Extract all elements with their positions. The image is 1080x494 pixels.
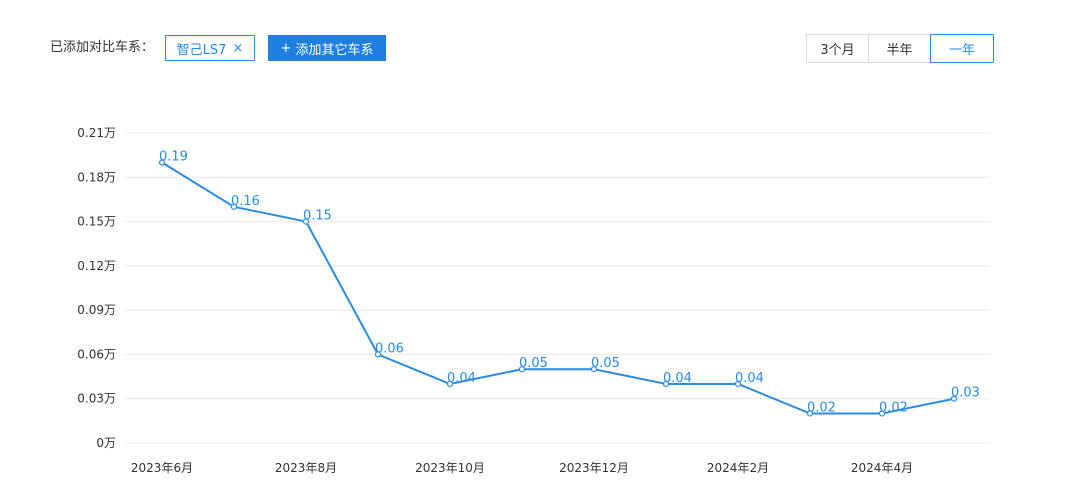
data-point[interactable] — [302, 218, 310, 225]
range-half-year-label: 半年 — [886, 43, 913, 58]
range-one-year-label: 一年 — [948, 43, 975, 58]
data-label: 0.16 — [231, 194, 260, 209]
range-one-year-button[interactable]: 一年 — [930, 34, 994, 63]
y-tick-label: 0.09万 — [77, 303, 116, 317]
toolbar: 已添加对比车系： 智己LS7 × + 添加其它车系 3个月 半年 一年 — [0, 0, 1080, 80]
data-point[interactable] — [950, 395, 958, 402]
x-tick-label: 2024年4月 — [851, 461, 913, 475]
data-label: 0.05 — [591, 356, 620, 371]
data-point[interactable] — [734, 380, 742, 388]
data-point[interactable] — [590, 366, 598, 373]
data-point[interactable] — [230, 203, 238, 210]
data-labels: 0.19 0.16 0.15 0.06 0.04 0.05 0.05 0.04 0.04 0.02… — [159, 150, 980, 416]
y-tick-label: 0.03万 — [77, 392, 116, 406]
y-axis: 0万 0.03万 0.06万 0.09万 0.12万 0.15万 0.18万 0.21万 — [77, 126, 116, 450]
range-3-months-label: 3个月 — [820, 43, 855, 58]
data-label: 0.03 — [951, 386, 980, 401]
data-label: 0.19 — [159, 150, 188, 165]
y-tick-label: 0.15万 — [77, 215, 116, 229]
x-tick-label: 2023年10月 — [415, 461, 485, 475]
x-tick-label: 2023年8月 — [275, 461, 337, 475]
chart-grid — [125, 132, 990, 444]
data-label: 0.06 — [375, 341, 404, 356]
y-tick-label: 0.12万 — [77, 259, 116, 273]
series-tag-label: 智己LS7 — [176, 42, 227, 58]
range-half-year-button[interactable]: 半年 — [868, 34, 931, 63]
x-tick-label: 2024年2月 — [707, 461, 769, 475]
data-label: 0.02 — [879, 400, 908, 415]
y-tick-label: 0.06万 — [77, 347, 116, 361]
data-label: 0.05 — [519, 356, 548, 371]
x-axis: 2023年6月 2023年8月 2023年10月 2023年12月 2024年2月 202… — [131, 461, 913, 475]
y-tick-label: 0万 — [96, 436, 116, 450]
data-point[interactable] — [878, 410, 886, 417]
x-tick-label: 2023年12月 — [559, 461, 629, 475]
data-label: 0.02 — [807, 400, 836, 415]
series-line — [161, 161, 955, 415]
time-range-selector: 3个月 半年 一年 — [806, 34, 994, 63]
data-point[interactable] — [158, 159, 166, 166]
data-label: 0.04 — [735, 371, 764, 386]
data-label: 0.15 — [303, 209, 332, 224]
compare-label: 已添加对比车系： — [50, 40, 155, 55]
add-series-label: 添加其它车系 — [295, 42, 374, 58]
close-icon[interactable]: × — [232, 40, 244, 56]
add-series-button[interactable]: + 添加其它车系 — [268, 35, 386, 61]
x-tick-label: 2023年6月 — [131, 461, 193, 475]
y-tick-label: 0.21万 — [77, 126, 116, 140]
data-label: 0.04 — [447, 371, 476, 386]
data-points — [158, 159, 958, 417]
series-tag[interactable]: 智己LS7 × — [165, 35, 255, 61]
data-point[interactable] — [374, 351, 382, 358]
data-point[interactable] — [518, 366, 526, 373]
data-point[interactable] — [806, 410, 814, 417]
data-point[interactable] — [446, 380, 454, 388]
data-label: 0.04 — [663, 371, 692, 386]
y-tick-label: 0.18万 — [77, 170, 116, 184]
data-point[interactable] — [662, 380, 670, 388]
plus-icon: + — [280, 40, 292, 56]
